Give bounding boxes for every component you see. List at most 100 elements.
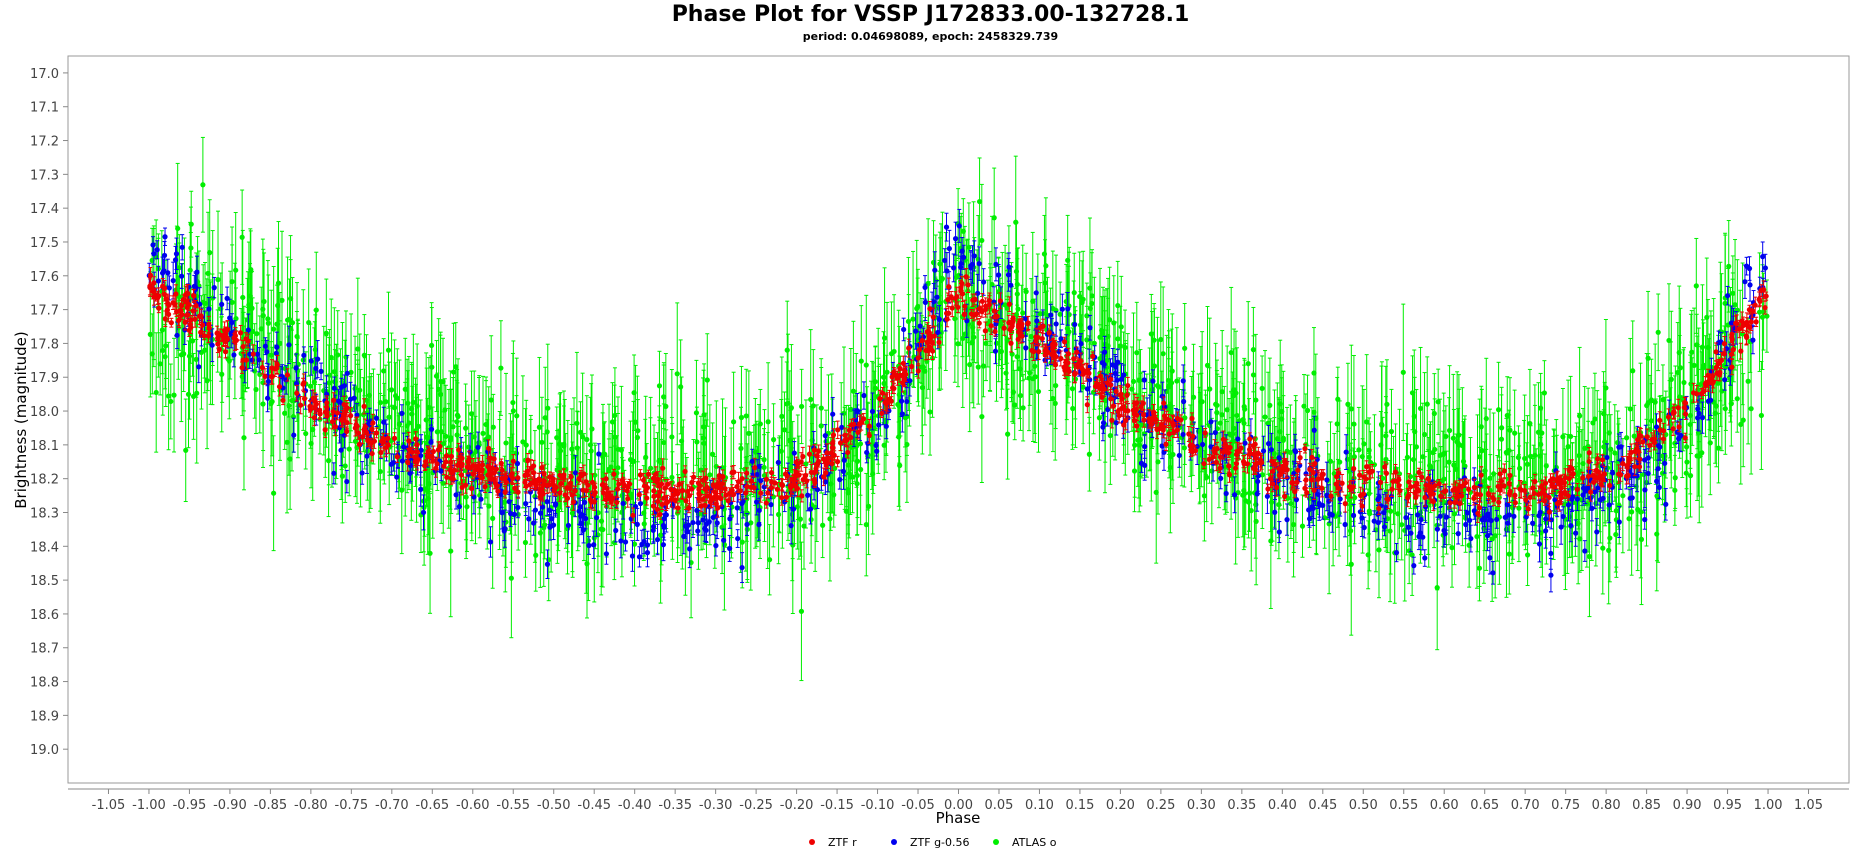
data-point bbox=[1262, 414, 1268, 420]
data-point bbox=[1233, 390, 1239, 396]
data-point bbox=[503, 440, 509, 446]
data-point bbox=[1288, 500, 1294, 507]
data-point bbox=[863, 522, 869, 528]
data-point bbox=[171, 392, 177, 398]
data-point bbox=[1365, 552, 1371, 558]
series-layer bbox=[146, 136, 1770, 682]
data-point bbox=[450, 369, 457, 375]
data-point bbox=[1683, 470, 1689, 476]
data-point bbox=[1299, 523, 1306, 529]
data-point bbox=[574, 445, 580, 451]
data-point bbox=[1715, 445, 1722, 451]
data-point bbox=[979, 237, 985, 244]
data-point bbox=[669, 434, 675, 440]
data-point bbox=[546, 557, 552, 563]
data-point bbox=[618, 447, 624, 453]
data-point bbox=[1182, 345, 1188, 351]
data-point bbox=[357, 387, 363, 393]
data-point bbox=[342, 463, 348, 469]
data-point bbox=[303, 430, 309, 437]
data-point bbox=[1387, 528, 1393, 534]
data-point bbox=[1096, 415, 1103, 421]
data-point bbox=[1020, 310, 1026, 316]
data-point bbox=[1356, 447, 1362, 453]
data-point bbox=[937, 300, 943, 306]
data-point bbox=[1577, 413, 1583, 419]
data-point bbox=[1234, 412, 1240, 419]
data-point bbox=[1687, 473, 1694, 479]
data-point bbox=[165, 393, 172, 399]
data-point bbox=[776, 511, 782, 518]
data-point bbox=[200, 182, 206, 188]
data-point bbox=[584, 436, 590, 443]
data-point bbox=[1420, 454, 1426, 460]
data-point bbox=[1606, 547, 1612, 553]
data-point bbox=[631, 541, 638, 547]
data-point bbox=[1456, 432, 1462, 438]
data-point bbox=[656, 458, 662, 464]
data-point bbox=[1758, 412, 1764, 419]
data-point bbox=[1615, 440, 1621, 446]
data-point bbox=[1043, 263, 1049, 269]
data-point bbox=[1129, 386, 1135, 392]
data-point bbox=[661, 439, 667, 446]
data-point bbox=[1626, 516, 1632, 522]
data-point bbox=[845, 462, 851, 468]
data-point bbox=[1181, 445, 1187, 451]
data-point bbox=[1745, 378, 1751, 384]
data-point bbox=[1154, 382, 1161, 389]
data-point bbox=[1246, 490, 1253, 496]
data-point bbox=[187, 267, 193, 273]
data-point bbox=[257, 371, 263, 378]
data-point bbox=[1424, 401, 1430, 407]
data-point bbox=[656, 383, 663, 389]
data-point bbox=[186, 353, 193, 359]
data-point bbox=[1659, 470, 1666, 476]
data-point bbox=[1450, 435, 1456, 441]
data-point bbox=[588, 448, 594, 454]
data-point bbox=[612, 434, 618, 440]
data-point bbox=[1681, 379, 1687, 386]
data-point bbox=[1158, 336, 1164, 343]
data-point bbox=[841, 410, 847, 416]
data-point bbox=[328, 354, 334, 361]
data-point bbox=[514, 413, 520, 419]
data-point bbox=[189, 338, 196, 344]
data-point bbox=[1111, 320, 1117, 326]
data-point bbox=[1764, 313, 1770, 319]
data-point bbox=[1631, 433, 1637, 439]
data-point bbox=[1715, 380, 1721, 386]
data-point bbox=[710, 451, 716, 457]
data-point bbox=[577, 429, 584, 435]
data-point bbox=[1608, 446, 1614, 452]
data-point bbox=[1268, 499, 1275, 505]
data-point bbox=[606, 468, 612, 474]
data-point bbox=[827, 516, 833, 522]
data-point bbox=[1616, 503, 1622, 509]
data-point bbox=[648, 465, 654, 471]
data-point bbox=[1214, 402, 1220, 408]
data-point bbox=[621, 504, 627, 511]
data-point bbox=[1009, 351, 1015, 357]
data-point bbox=[510, 399, 516, 406]
data-point bbox=[1351, 421, 1357, 427]
data-point bbox=[693, 410, 700, 416]
data-point bbox=[1399, 522, 1405, 528]
data-point bbox=[239, 234, 245, 240]
data-point bbox=[399, 487, 405, 493]
data-point bbox=[463, 425, 469, 431]
data-point bbox=[1201, 493, 1207, 499]
data-point bbox=[1050, 305, 1056, 312]
data-point bbox=[979, 414, 985, 420]
data-point bbox=[1026, 375, 1032, 381]
data-point bbox=[1107, 317, 1113, 323]
data-point bbox=[1170, 451, 1176, 458]
data-point bbox=[1759, 314, 1766, 320]
data-point bbox=[927, 409, 933, 415]
data-point bbox=[537, 530, 543, 536]
data-point bbox=[522, 539, 529, 546]
data-point bbox=[1504, 412, 1510, 419]
data-point bbox=[808, 516, 814, 523]
data-point bbox=[1455, 440, 1461, 446]
data-point bbox=[1190, 394, 1197, 400]
